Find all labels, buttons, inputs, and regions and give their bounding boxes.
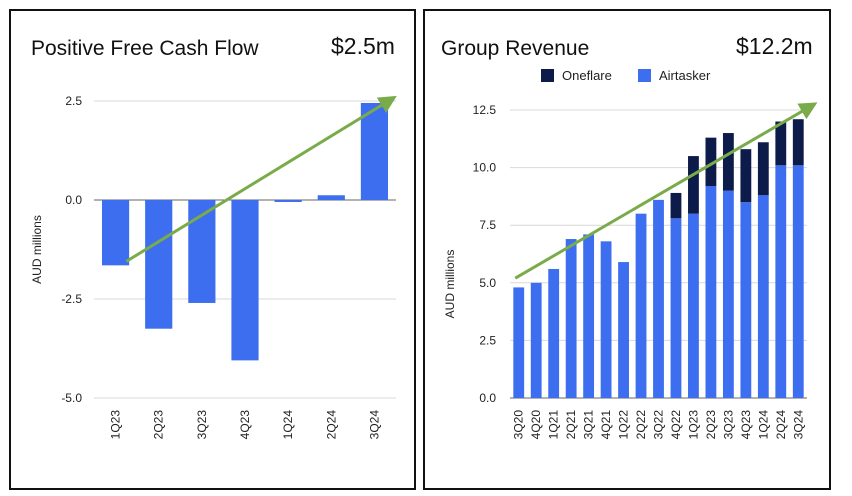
legend-swatch <box>541 69 554 82</box>
x-tick-label: 3Q23 <box>721 410 735 440</box>
bar-segment <box>653 199 664 398</box>
x-tick-label: 2Q24 <box>324 410 338 440</box>
x-tick-label: 3Q20 <box>512 410 526 440</box>
x-tick-label: 3Q21 <box>582 410 596 440</box>
bar-segment <box>722 133 734 191</box>
x-tick-label: 2Q22 <box>634 410 648 440</box>
bar-segment <box>600 241 612 398</box>
x-tick-label: 2Q23 <box>152 410 166 440</box>
x-tick-label: 1Q24 <box>281 410 295 440</box>
bar-segment <box>740 149 752 203</box>
revenue-stacked-bar-chart: 12.5 10.0 7.5 5.0 2.5 0.0 AUD millions Oneflare… <box>443 68 818 440</box>
y-axis-label: AUD millions <box>443 250 457 319</box>
bar-segment <box>775 165 787 398</box>
bar-segment <box>635 213 647 398</box>
y-tick-label: 10.0 <box>473 161 497 175</box>
y-tick-label: 0.0 <box>479 391 496 405</box>
y-tick-label: 5.0 <box>479 276 496 290</box>
fcf-headline-value: $2.5m <box>331 33 395 59</box>
bar-segment <box>705 137 717 187</box>
x-tick-label: 3Q24 <box>791 410 805 440</box>
y-tick-label: -5.0 <box>61 391 82 405</box>
bar <box>101 200 130 266</box>
revenue-chart-panel: Group Revenue $12.2m 12.5 10.0 7.5 5.0 2.5 0.… <box>423 9 831 490</box>
revenue-chart-title: Group Revenue <box>441 37 590 60</box>
x-tick-label: 2Q24 <box>774 410 788 440</box>
x-tick-label: 2Q21 <box>564 410 578 440</box>
bar-segment <box>618 262 629 398</box>
x-tick-label: 3Q24 <box>367 410 381 440</box>
x-tick-label: 4Q21 <box>599 410 613 440</box>
bar-segment <box>792 165 804 398</box>
fcf-bar-chart: 2.5 0.0 -2.5 -5.0 AUD millions 1Q23 2Q23 3Q23 4Q… <box>30 94 397 440</box>
x-tick-label: 3Q22 <box>652 410 666 440</box>
y-axis-label: AUD millions <box>30 215 44 284</box>
bar-segment <box>670 192 682 219</box>
x-tick-label: 1Q21 <box>547 410 561 440</box>
fcf-chart-panel: Positive Free Cash Flow $2.5m 2.5 0.0 -2.5… <box>9 9 416 490</box>
bar <box>231 200 259 361</box>
x-tick-label: 1Q23 <box>109 410 123 440</box>
x-tick-label: 1Q24 <box>756 410 770 440</box>
bar-segment <box>513 287 525 398</box>
legend-label: Oneflare <box>562 68 612 83</box>
y-tick-label: 2.5 <box>479 333 496 347</box>
trend-arrow <box>125 95 397 263</box>
x-tick-label: 1Q23 <box>686 410 700 440</box>
trend-arrow <box>514 102 818 280</box>
x-tick-label: 3Q23 <box>195 410 209 440</box>
bar-segment <box>688 156 699 214</box>
bar-segment <box>740 202 752 398</box>
bar-segment <box>722 190 734 398</box>
y-tick-label: 12.5 <box>473 103 497 117</box>
bar <box>317 195 345 200</box>
x-tick-label: 4Q22 <box>669 410 683 440</box>
x-tick-label: 1Q22 <box>617 410 631 440</box>
bar <box>360 102 389 200</box>
y-tick-label: 7.5 <box>479 218 496 232</box>
bar-segment <box>775 121 787 166</box>
bar-segment <box>757 142 769 196</box>
x-tick-label: 4Q20 <box>529 410 543 440</box>
revenue-headline-value: $12.2m <box>736 33 813 59</box>
bar-segment <box>792 119 804 166</box>
bar <box>274 200 302 202</box>
bar-segment <box>583 234 595 398</box>
fcf-chart-title: Positive Free Cash Flow <box>31 37 259 60</box>
bar-segment <box>705 186 717 398</box>
y-tick-label: 0.0 <box>65 193 82 207</box>
bar-segment <box>548 268 560 398</box>
y-tick-label: -2.5 <box>61 292 82 306</box>
bar-segment <box>565 239 577 398</box>
bar-segment <box>757 195 769 398</box>
bar <box>145 200 173 329</box>
x-tick-label: 4Q23 <box>739 410 753 440</box>
x-tick-label: 4Q23 <box>238 410 252 440</box>
x-tick-label: 2Q23 <box>704 410 718 440</box>
bar-segment <box>670 218 682 398</box>
legend-swatch <box>638 69 651 82</box>
legend-label: Airtasker <box>659 68 711 83</box>
bar-segment <box>530 282 542 398</box>
y-tick-label: 2.5 <box>65 94 82 108</box>
bar-segment <box>688 213 699 398</box>
bar <box>188 200 216 303</box>
